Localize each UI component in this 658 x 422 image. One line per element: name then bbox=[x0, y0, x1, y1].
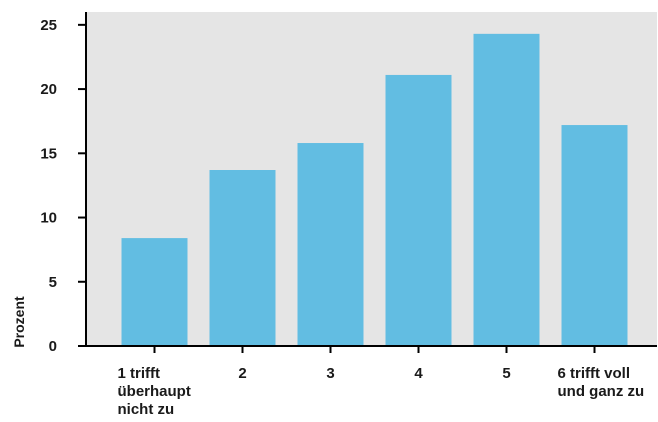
y-tick-label: 0 bbox=[49, 338, 57, 355]
bar bbox=[385, 74, 452, 346]
x-tick-label: 4 bbox=[414, 365, 423, 382]
y-axis-label: Prozent bbox=[11, 296, 27, 348]
x-tick-label: 3 bbox=[326, 365, 334, 382]
bar bbox=[297, 143, 364, 346]
bars-group bbox=[121, 33, 628, 347]
y-tick-label: 25 bbox=[40, 17, 57, 34]
y-ticks-group: 0 5 10 15 20 25 bbox=[40, 17, 86, 355]
y-tick-label: 20 bbox=[40, 81, 57, 98]
y-tick-label: 15 bbox=[40, 145, 57, 162]
bar bbox=[121, 238, 188, 346]
x-tick-label: 5 bbox=[502, 365, 510, 382]
x-tick-label: 1 trifft überhaupt nicht zu bbox=[118, 365, 191, 418]
bar bbox=[209, 170, 276, 346]
x-tick-label: 6 trifft voll und ganz zu bbox=[558, 365, 645, 400]
x-ticks-group: 1 trifft überhaupt nicht zu 2 3 4 5 6 trifft vo… bbox=[118, 346, 645, 418]
x-tick-label: 2 bbox=[238, 365, 246, 382]
y-tick-label: 10 bbox=[40, 210, 57, 227]
bar bbox=[561, 125, 628, 347]
y-tick-label: 5 bbox=[49, 274, 57, 291]
bar bbox=[473, 33, 540, 346]
